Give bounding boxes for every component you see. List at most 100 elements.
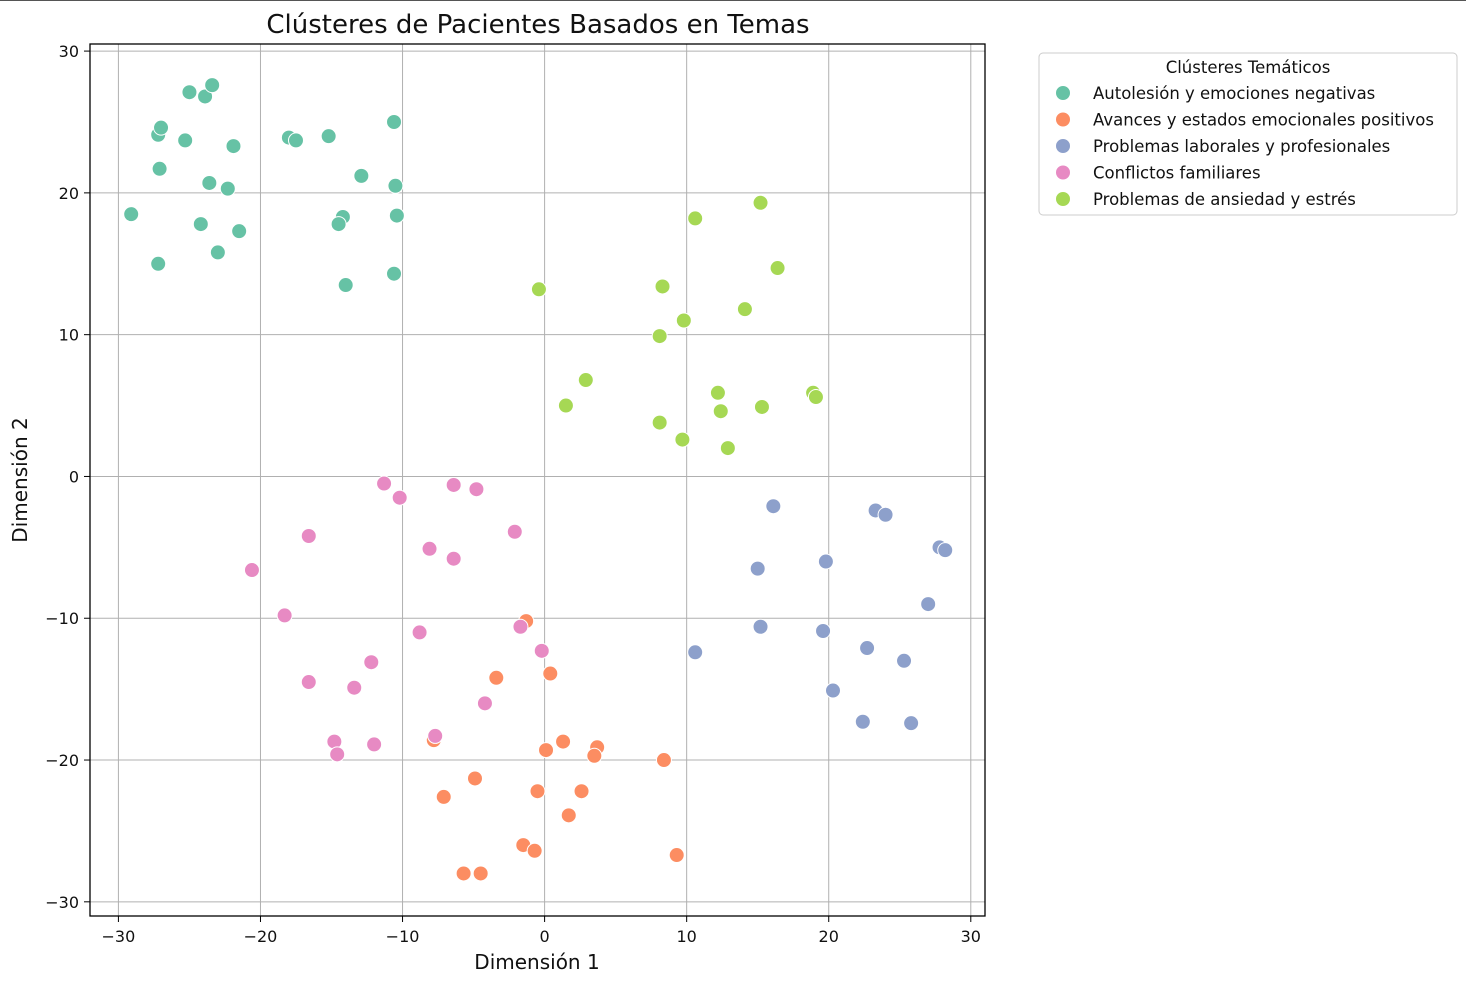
grid-lines	[90, 44, 985, 916]
data-point	[445, 476, 462, 493]
data-point	[877, 506, 894, 523]
data-point	[387, 177, 404, 194]
y-tick-label: 20	[59, 184, 79, 203]
plot-area-frame	[89, 43, 986, 917]
data-point	[153, 119, 170, 136]
data-point	[320, 128, 337, 145]
data-point	[807, 389, 824, 406]
y-axis-label: Dimensión 2	[8, 417, 32, 542]
data-point	[817, 553, 834, 570]
x-tick-label: 10	[676, 927, 696, 946]
legend-label: Problemas de ansiedad y estrés	[1093, 190, 1356, 209]
data-point	[177, 132, 194, 149]
data-points	[123, 77, 954, 882]
legend-marker	[1055, 138, 1071, 154]
x-tick-label: −10	[386, 927, 420, 946]
data-point	[752, 618, 769, 635]
data-point	[654, 278, 671, 295]
data-point	[538, 742, 555, 759]
data-point	[719, 440, 736, 457]
data-point	[366, 736, 383, 753]
legend-item: Conflictos familiares	[1055, 164, 1261, 183]
legend-item: Problemas de ansiedad y estrés	[1055, 190, 1356, 209]
data-point	[655, 752, 672, 769]
x-axis-label: Dimensión 1	[474, 950, 599, 974]
data-point	[709, 384, 726, 401]
data-point	[506, 523, 523, 540]
data-point	[468, 481, 485, 498]
top-border-rule	[0, 0, 1466, 1]
data-point	[937, 542, 954, 559]
data-point	[859, 640, 876, 657]
data-point	[687, 210, 704, 227]
data-point	[752, 194, 769, 211]
legend-item: Problemas laborales y profesionales	[1055, 137, 1390, 156]
data-point	[903, 715, 920, 732]
data-point	[243, 562, 260, 579]
y-tick-label: −20	[45, 751, 79, 770]
data-point	[300, 528, 317, 545]
data-point	[736, 301, 753, 318]
data-point	[219, 180, 236, 197]
legend-marker	[1055, 191, 1071, 207]
data-point	[209, 244, 226, 261]
data-point	[123, 206, 140, 223]
chart-title: Clústeres de Pacientes Basados en Temas	[266, 10, 809, 40]
data-point	[388, 207, 405, 224]
data-point	[526, 842, 543, 859]
data-point	[815, 623, 832, 640]
x-tick-label: 0	[540, 927, 550, 946]
data-point	[765, 498, 782, 515]
legend-box	[1038, 52, 1458, 216]
data-point	[151, 160, 168, 177]
legend-marker	[1055, 85, 1071, 101]
data-point	[346, 679, 363, 696]
data-point	[476, 695, 493, 712]
data-point	[824, 682, 841, 699]
data-point	[411, 624, 428, 641]
y-tick-label: 10	[59, 326, 79, 345]
data-point	[854, 713, 871, 730]
legend-item: Autolesión y emociones negativas	[1055, 84, 1375, 103]
legend-marker	[1055, 111, 1071, 128]
data-point	[651, 414, 668, 431]
legend-label: Autolesión y emociones negativas	[1093, 84, 1375, 103]
data-point	[150, 255, 167, 272]
data-point	[577, 372, 594, 389]
legend-items: Autolesión y emociones negativas Avances …	[1055, 84, 1434, 209]
legend-label: Problemas laborales y profesionales	[1093, 137, 1390, 156]
data-point	[376, 475, 393, 492]
data-point	[329, 746, 346, 763]
data-point	[896, 652, 913, 669]
data-point	[542, 665, 559, 682]
data-point	[287, 132, 304, 149]
data-point	[555, 733, 572, 750]
data-point	[573, 783, 590, 800]
y-axis-ticks: −30 −20 −10 0 10 20 30	[45, 42, 90, 912]
data-point	[391, 489, 408, 506]
x-tick-label: −20	[244, 927, 278, 946]
data-point	[201, 174, 218, 191]
y-tick-label: −10	[45, 609, 79, 628]
data-point	[466, 770, 483, 787]
data-point	[276, 607, 293, 624]
x-tick-label: −30	[102, 927, 136, 946]
data-point	[192, 216, 209, 233]
data-point	[231, 223, 248, 240]
data-point	[674, 431, 691, 448]
series-group	[243, 475, 550, 763]
data-point	[427, 727, 444, 744]
data-point	[472, 865, 489, 882]
series-group	[687, 498, 954, 732]
series-group	[123, 77, 405, 294]
data-point	[668, 847, 685, 864]
legend-item: Avances y estados emocionales positivos	[1055, 111, 1434, 130]
data-point	[749, 560, 766, 577]
data-point	[530, 281, 547, 298]
data-point	[421, 540, 438, 557]
data-point	[687, 644, 704, 661]
data-point	[197, 88, 214, 105]
data-point	[386, 265, 403, 282]
series-group	[425, 613, 685, 882]
